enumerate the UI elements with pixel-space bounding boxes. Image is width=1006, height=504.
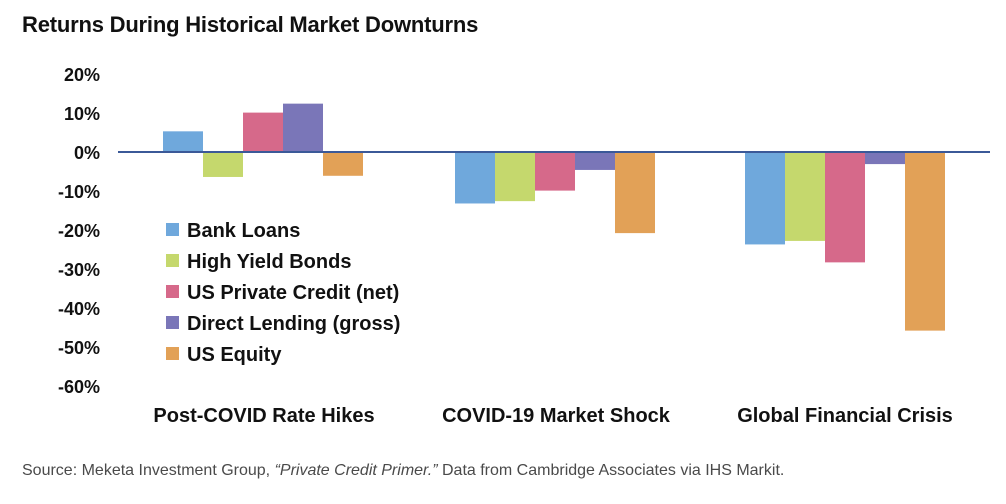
bar-bank-loans-3	[745, 152, 785, 245]
bar-bank-loans-2	[455, 152, 495, 204]
legend-label: US Private Credit (net)	[187, 282, 399, 304]
y-tick-label: -10%	[58, 182, 100, 202]
x-category-label: Global Financial Crisis	[737, 405, 953, 427]
bar-high-yield-bonds-3	[785, 152, 825, 241]
bar-us-equity-3	[905, 152, 945, 331]
legend-swatch	[166, 223, 179, 236]
y-tick-label: -60%	[58, 377, 100, 397]
legend-label: Bank Loans	[187, 220, 300, 242]
y-tick-label: 10%	[64, 104, 100, 124]
bar-chart: 20% 10% 0% -10% -20% -30% -40% -50% -60% Post-CO…	[58, 65, 990, 427]
y-tick-label: -50%	[58, 338, 100, 358]
y-axis-ticks: 20% 10% 0% -10% -20% -30% -40% -50% -60%	[58, 65, 100, 397]
chart-title: Returns During Historical Market Downtur…	[22, 12, 479, 37]
bar-us-private-credit-net-2	[535, 152, 575, 191]
legend-label: High Yield Bonds	[187, 251, 351, 273]
source-note: Source: Meketa Investment Group, “Privat…	[22, 462, 784, 480]
legend-label: US Equity	[187, 344, 282, 366]
source-suffix: Data from Cambridge Associates via IHS M…	[437, 462, 785, 479]
bars	[163, 103, 945, 331]
bar-us-equity-1	[323, 152, 363, 176]
legend: Bank Loans High Yield Bonds US Private Cre…	[166, 220, 400, 366]
bar-direct-lending-gross-3	[865, 152, 905, 165]
bar-high-yield-bonds-2	[495, 152, 535, 202]
bar-us-private-credit-net-1	[243, 112, 283, 152]
bar-us-private-credit-net-3	[825, 152, 865, 263]
x-category-label: Post-COVID Rate Hikes	[153, 405, 374, 427]
y-tick-label: -30%	[58, 260, 100, 280]
legend-swatch	[166, 285, 179, 298]
y-tick-label: -40%	[58, 299, 100, 319]
bar-bank-loans-1	[163, 131, 203, 152]
source-prefix: Source: Meketa Investment Group,	[22, 462, 275, 479]
bar-direct-lending-gross-1	[283, 103, 323, 152]
y-tick-label: 0%	[74, 143, 100, 163]
legend-swatch	[166, 316, 179, 329]
y-tick-label: 20%	[64, 65, 100, 85]
y-tick-label: -20%	[58, 221, 100, 241]
source-quote: “Private Credit Primer.”	[274, 462, 438, 479]
legend-swatch	[166, 254, 179, 267]
legend-swatch	[166, 347, 179, 360]
legend-label: Direct Lending (gross)	[187, 313, 400, 335]
bar-high-yield-bonds-1	[203, 152, 243, 177]
x-category-label: COVID-19 Market Shock	[442, 405, 671, 427]
bar-us-equity-2	[615, 152, 655, 234]
bar-direct-lending-gross-2	[575, 152, 615, 170]
x-axis-categories: Post-COVID Rate Hikes COVID-19 Market Sho…	[153, 405, 952, 427]
